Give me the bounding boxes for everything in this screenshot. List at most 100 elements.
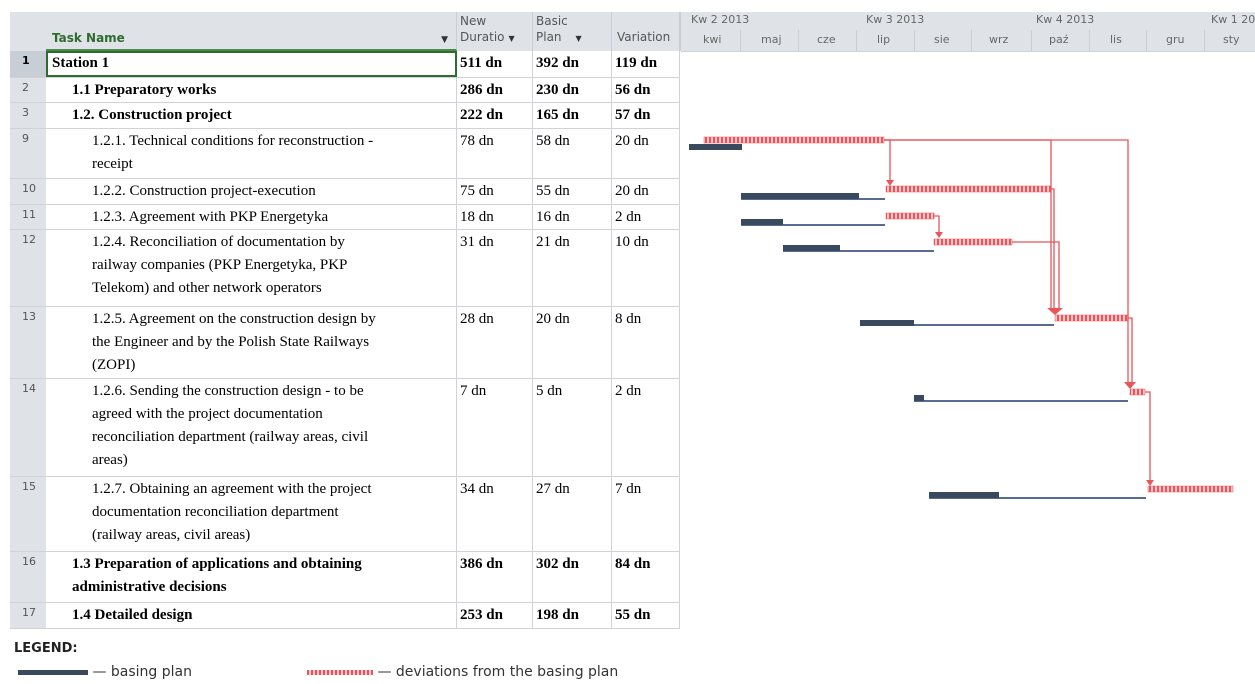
baseline-bar[interactable]	[929, 492, 999, 498]
task-name-cell[interactable]: 1.2.1. Technical conditions for reconstr…	[46, 129, 457, 178]
table-row[interactable]: 3 1.2. Construction project 222 dn 165 d…	[10, 103, 680, 129]
row-number[interactable]: 1	[10, 51, 46, 77]
new-duration-cell[interactable]: 222 dn	[457, 103, 533, 128]
variation-cell[interactable]: 57 dn	[612, 103, 680, 128]
deviation-bar[interactable]	[1129, 388, 1146, 396]
basic-plan-cell[interactable]: 5 dn	[533, 379, 612, 476]
task-name-cell[interactable]: 1.2.5. Agreement on the construction des…	[46, 307, 457, 378]
row-number[interactable]: 14	[10, 379, 46, 476]
table-row[interactable]: 13 1.2.5. Agreement on the construction …	[10, 307, 680, 379]
task-name-cell[interactable]: 1.4 Detailed design	[46, 603, 457, 628]
basic-plan-cell[interactable]: 58 dn	[533, 129, 612, 178]
task-name-line: the Engineer and by the Polish State Rai…	[92, 334, 370, 350]
variation-cell[interactable]: 7 dn	[612, 477, 680, 551]
row-number[interactable]: 9	[10, 129, 46, 178]
variation-cell[interactable]: 2 dn	[612, 379, 680, 476]
deviation-bar[interactable]	[885, 212, 935, 220]
table-row[interactable]: 17 1.4 Detailed design 253 dn 198 dn 55 …	[10, 603, 680, 629]
basic-plan-cell[interactable]: 230 dn	[533, 78, 612, 102]
filter-dropdown-icon[interactable]: ▼	[575, 34, 582, 43]
basic-plan-cell[interactable]: 198 dn	[533, 603, 612, 628]
column-label-task-name: Task Name	[52, 31, 125, 45]
new-duration-cell[interactable]: 511 dn	[457, 51, 533, 77]
row-number[interactable]: 3	[10, 103, 46, 128]
variation-cell[interactable]: 56 dn	[612, 78, 680, 102]
task-name-line: 1.3 Preparation of applications and obta…	[72, 556, 362, 572]
gantt-chart-area[interactable]	[681, 51, 1255, 630]
variation-cell[interactable]: 20 dn	[612, 179, 680, 204]
deviation-bar[interactable]	[703, 136, 885, 144]
new-duration-cell[interactable]: 31 dn	[457, 230, 533, 306]
basic-plan-cell[interactable]: 16 dn	[533, 205, 612, 229]
month-label: cze	[817, 33, 836, 46]
basic-plan-cell[interactable]: 27 dn	[533, 477, 612, 551]
column-header-variation[interactable]: Variation	[612, 12, 680, 51]
variation-cell[interactable]: 84 dn	[612, 552, 680, 602]
column-header-basic-plan[interactable]: Basic Plan ▼	[533, 12, 612, 51]
basic-plan-cell[interactable]: 392 dn	[533, 51, 612, 77]
column-header-task-name[interactable]: Task Name ▼	[46, 12, 457, 51]
row-number[interactable]: 2	[10, 78, 46, 102]
new-duration-cell[interactable]: 286 dn	[457, 78, 533, 102]
variation-cell[interactable]: 10 dn	[612, 230, 680, 306]
deviation-bar[interactable]	[933, 238, 1013, 246]
new-duration-cell[interactable]: 28 dn	[457, 307, 533, 378]
table-row[interactable]: 16 1.3 Preparation of applications and o…	[10, 552, 680, 603]
basic-plan-cell[interactable]: 55 dn	[533, 179, 612, 204]
table-row[interactable]: 2 1.1 Preparatory works 286 dn 230 dn 56…	[10, 78, 680, 103]
basic-plan-cell[interactable]: 20 dn	[533, 307, 612, 378]
table-row[interactable]: 9 1.2.1. Technical conditions for recons…	[10, 129, 680, 179]
variation-cell[interactable]: 8 dn	[612, 307, 680, 378]
task-name-cell[interactable]: 1.2.2. Construction project-execution	[46, 179, 457, 204]
timescale-header[interactable]: Kw 2 2013 Kw 3 2013 Kw 4 2013 Kw 1 20 kw…	[680, 12, 1255, 51]
column-header-new-duration[interactable]: New Duratio ▼	[457, 12, 533, 51]
filter-dropdown-icon[interactable]: ▼	[441, 35, 448, 45]
new-duration-cell[interactable]: 386 dn	[457, 552, 533, 602]
row-number[interactable]: 11	[10, 205, 46, 229]
table-row[interactable]: 11 1.2.3. Agreement with PKP Energetyka …	[10, 205, 680, 230]
row-number[interactable]: 15	[10, 477, 46, 551]
baseline-bar[interactable]	[741, 219, 783, 225]
task-name-cell[interactable]: 1.2. Construction project	[46, 103, 457, 128]
task-name-cell[interactable]: 1.2.4. Reconciliation of documentation b…	[46, 230, 457, 306]
task-name-cell[interactable]: 1.2.3. Agreement with PKP Energetyka	[46, 205, 457, 229]
task-name-cell[interactable]: 1.2.7. Obtaining an agreement with the p…	[46, 477, 457, 551]
basic-plan-cell[interactable]: 302 dn	[533, 552, 612, 602]
task-name-cell[interactable]: 1.1 Preparatory works	[46, 78, 457, 102]
new-duration-cell[interactable]: 34 dn	[457, 477, 533, 551]
deviation-bar[interactable]	[885, 185, 1052, 193]
row-number[interactable]: 13	[10, 307, 46, 378]
row-number[interactable]: 17	[10, 603, 46, 628]
task-name-cell[interactable]: Station 1	[46, 51, 457, 77]
deviation-bar[interactable]	[1054, 314, 1129, 322]
variation-cell[interactable]: 2 dn	[612, 205, 680, 229]
new-duration-cell[interactable]: 7 dn	[457, 379, 533, 476]
row-number[interactable]: 12	[10, 230, 46, 306]
row-number[interactable]: 10	[10, 179, 46, 204]
table-row[interactable]: 15 1.2.7. Obtaining an agreement with th…	[10, 477, 680, 552]
new-duration-cell[interactable]: 75 dn	[457, 179, 533, 204]
new-duration-cell[interactable]: 253 dn	[457, 603, 533, 628]
variation-cell[interactable]: 20 dn	[612, 129, 680, 178]
deviation-bar[interactable]	[1147, 485, 1234, 493]
basic-plan-cell[interactable]: 21 dn	[533, 230, 612, 306]
new-duration-cell[interactable]: 78 dn	[457, 129, 533, 178]
baseline-bar[interactable]	[783, 245, 840, 251]
variation-cell[interactable]: 119 dn	[612, 51, 680, 77]
new-duration-cell[interactable]: 18 dn	[457, 205, 533, 229]
baseline-bar[interactable]	[914, 395, 924, 401]
baseline-bar[interactable]	[741, 193, 859, 199]
table-row[interactable]: 1 Station 1 511 dn 392 dn 119 dn	[10, 51, 680, 78]
basic-plan-cell[interactable]: 165 dn	[533, 103, 612, 128]
task-name-cell[interactable]: 1.2.6. Sending the construction design -…	[46, 379, 457, 476]
filter-dropdown-icon[interactable]: ▼	[508, 34, 515, 43]
row-number[interactable]: 16	[10, 552, 46, 602]
table-row[interactable]: 14 1.2.6. Sending the construction desig…	[10, 379, 680, 477]
task-name-cell[interactable]: 1.3 Preparation of applications and obta…	[46, 552, 457, 602]
baseline-bar[interactable]	[689, 144, 742, 150]
table-row[interactable]: 12 1.2.4. Reconciliation of documentatio…	[10, 230, 680, 307]
row-number-header[interactable]	[10, 12, 47, 51]
baseline-bar[interactable]	[860, 320, 914, 326]
variation-cell[interactable]: 55 dn	[612, 603, 680, 628]
table-row[interactable]: 10 1.2.2. Construction project-execution…	[10, 179, 680, 205]
